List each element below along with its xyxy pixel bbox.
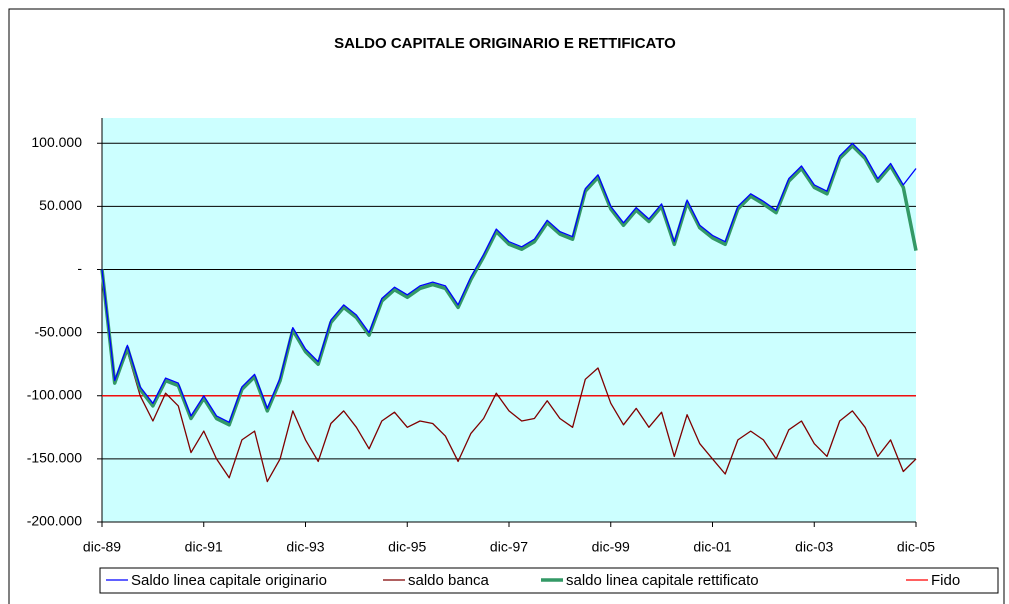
y-tick-label: -50.000: [35, 323, 83, 339]
series-line: [101, 142, 917, 423]
y-tick-label: -150.000: [27, 450, 82, 466]
x-tick-label: dic-99: [592, 539, 630, 555]
legend-label: saldo banca: [408, 572, 490, 589]
series-line: [101, 269, 917, 483]
x-tick-label: dic-91: [185, 539, 223, 555]
chart-title: SALDO CAPITALE ORIGINARIO E RETTIFICATO: [334, 35, 676, 52]
x-tick-label: dic-95: [388, 539, 426, 555]
legend-label: Saldo linea capitale originario: [131, 572, 327, 589]
x-tick-label: dic-97: [490, 539, 528, 555]
y-tick-label: -200.000: [27, 513, 82, 529]
y-tick-label: 50.000: [39, 197, 82, 213]
legend-label: Fido: [931, 572, 960, 589]
x-tick-label: dic-93: [286, 539, 324, 555]
x-tick-label: dic-01: [693, 539, 731, 555]
y-tick-label: -: [77, 260, 82, 276]
plot-area: [102, 118, 916, 522]
legend-label: saldo linea capitale rettificato: [566, 572, 759, 589]
y-tick-label: 100.000: [31, 134, 82, 150]
series-line: [100, 144, 918, 427]
x-tick-label: dic-03: [795, 539, 833, 555]
x-tick-label: dic-05: [897, 539, 935, 555]
x-tick-label: dic-89: [83, 539, 121, 555]
y-tick-label: -100.000: [27, 386, 82, 402]
